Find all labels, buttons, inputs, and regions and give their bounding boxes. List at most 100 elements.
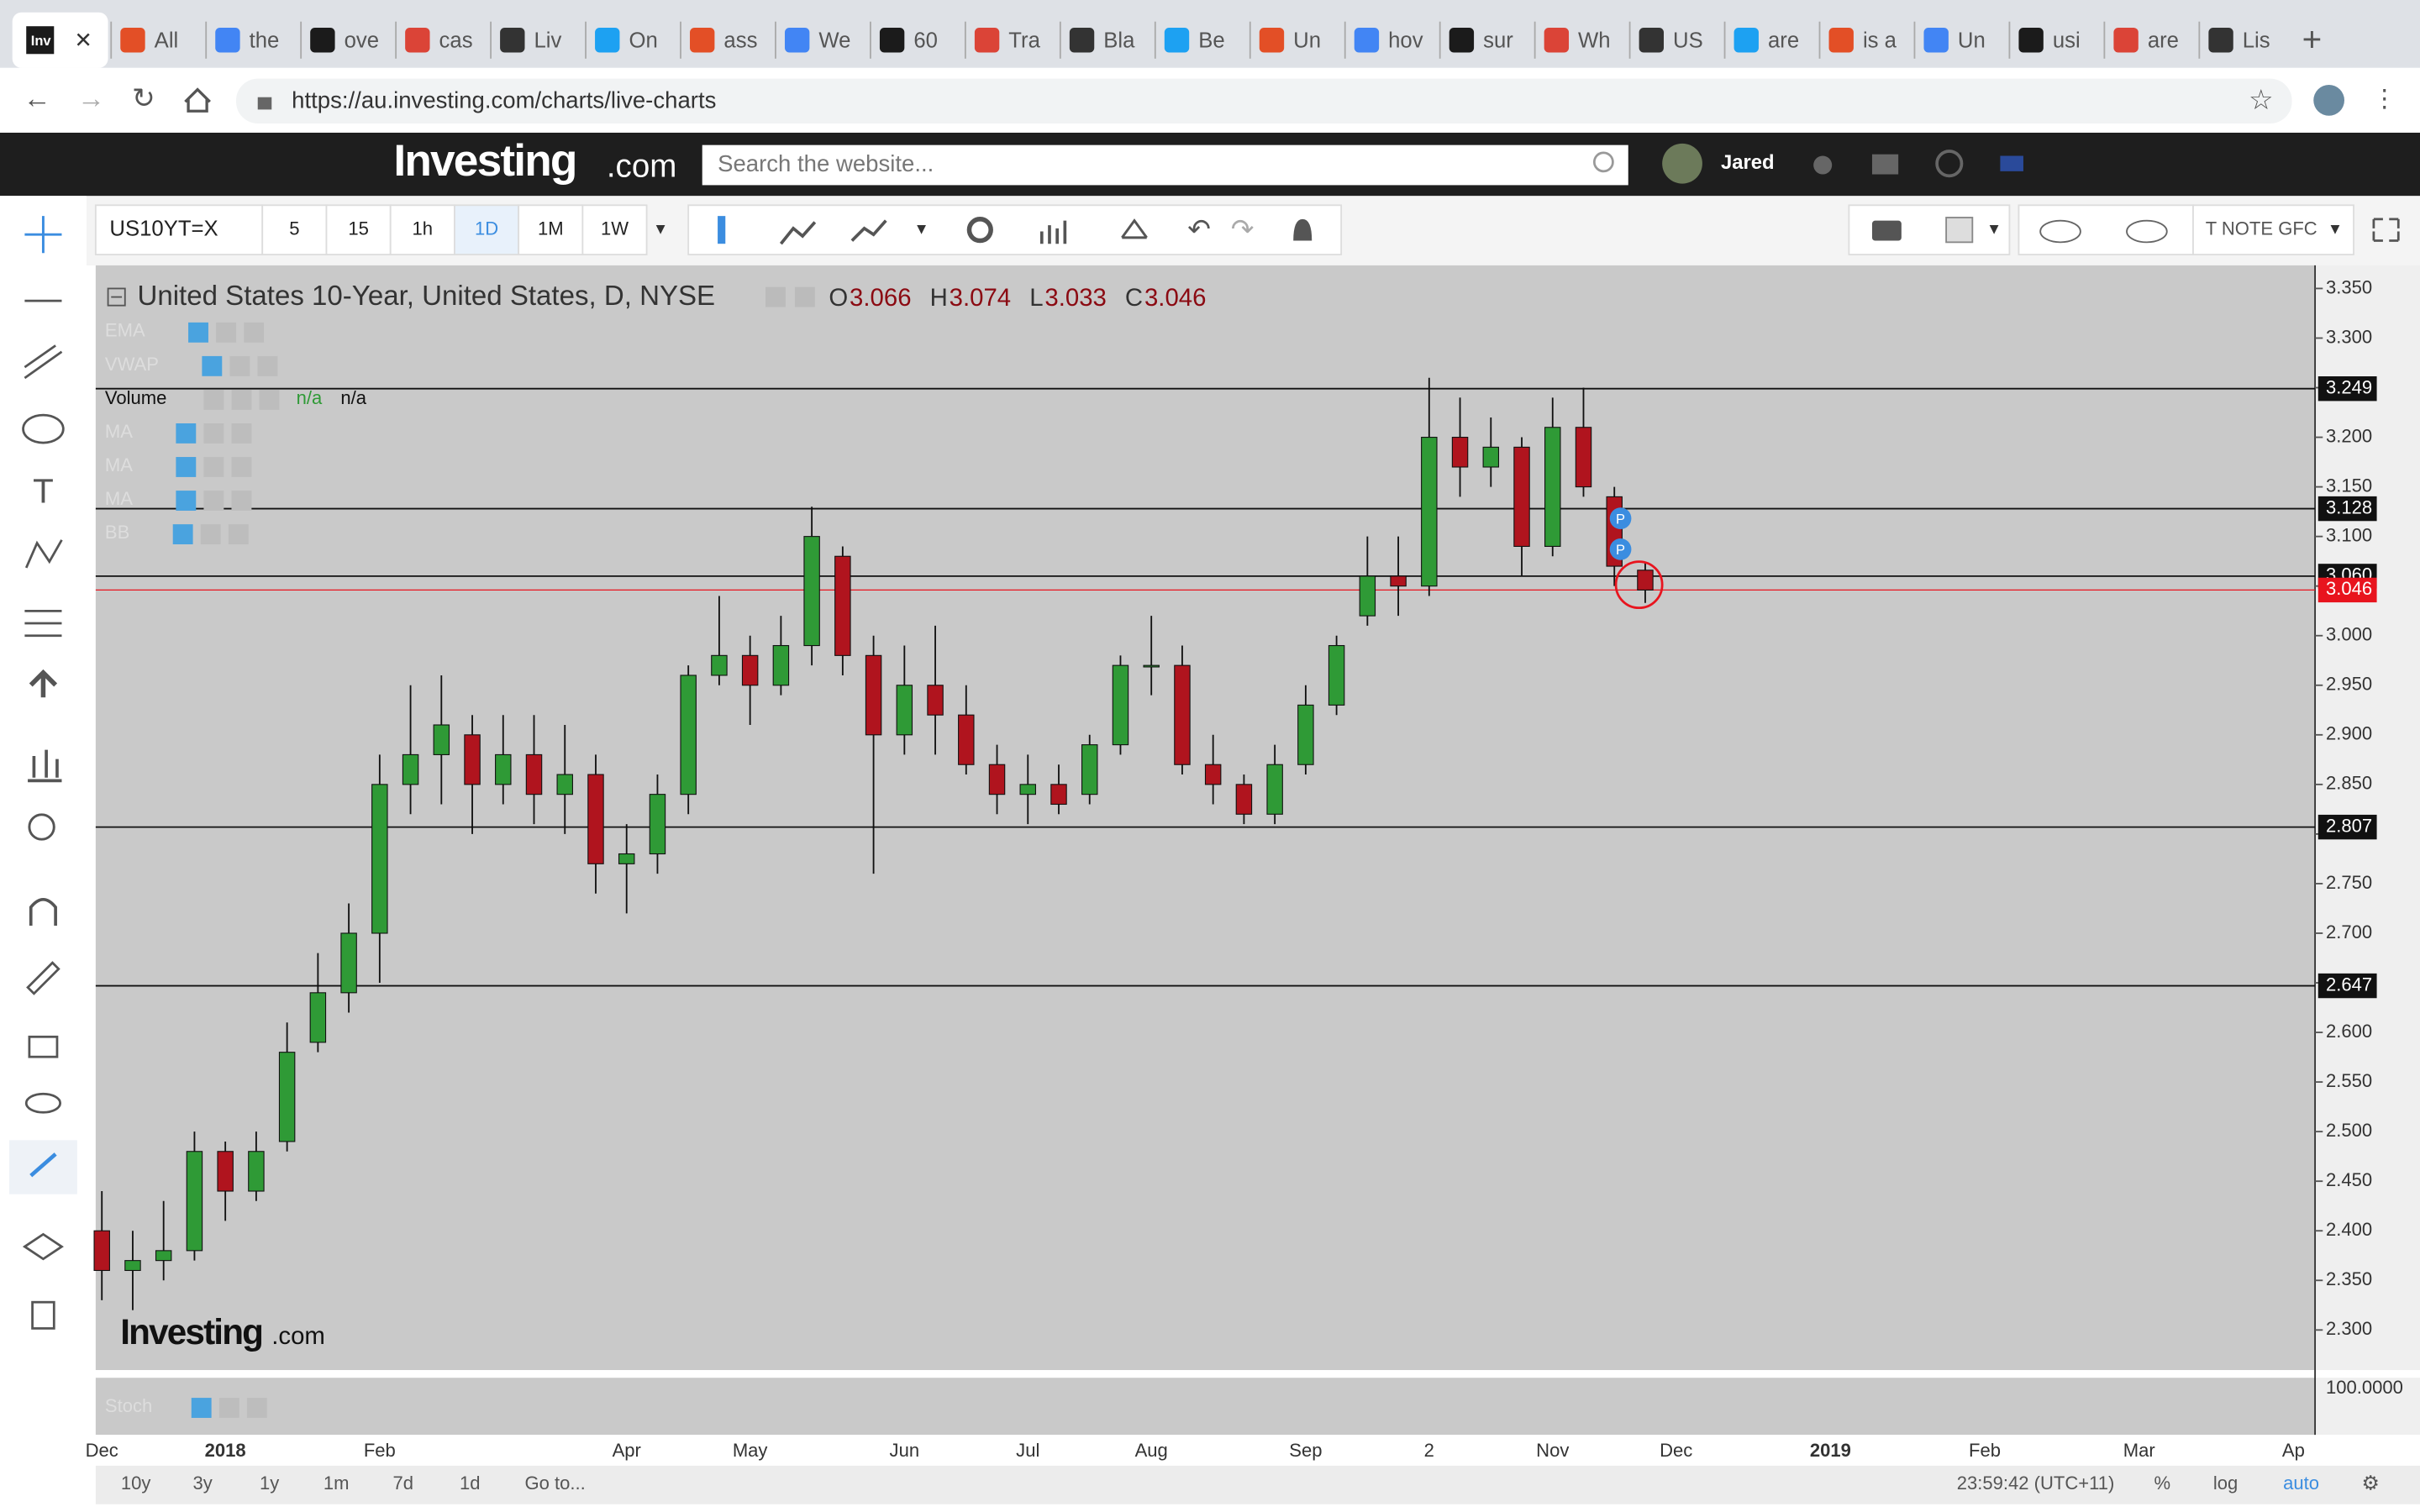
range-button[interactable]: 1d (460, 1473, 481, 1494)
indicator-remove[interactable] (231, 491, 252, 511)
tab-label[interactable]: ove (345, 29, 379, 52)
tab-label[interactable]: Wh (1578, 29, 1611, 52)
indicator-gear[interactable] (216, 322, 237, 343)
delete-tool[interactable] (31, 1300, 55, 1330)
scale-option[interactable]: % (2154, 1473, 2170, 1494)
reload[interactable]: ↻ (132, 83, 155, 114)
layers-tool[interactable] (22, 1232, 64, 1261)
bell[interactable] (1813, 155, 1833, 175)
indicator-remove[interactable] (259, 389, 280, 410)
indicator-gear[interactable] (229, 355, 250, 376)
tab-label[interactable]: US (1673, 29, 1703, 52)
bookmark[interactable]: ☆ (2249, 85, 2274, 116)
title-eye[interactable] (765, 286, 786, 307)
scale-option[interactable]: auto (2283, 1473, 2319, 1494)
visibility-tool[interactable] (24, 1092, 62, 1114)
indicator-eye[interactable] (176, 423, 197, 444)
text-tool[interactable]: T (33, 471, 54, 510)
tab-favicon[interactable] (690, 28, 715, 53)
tab-label[interactable]: On (629, 29, 657, 52)
range-button[interactable]: 1y (260, 1473, 279, 1494)
tab-label[interactable]: ass (723, 29, 757, 52)
back[interactable]: ← (24, 83, 51, 114)
new-tab[interactable]: + (2302, 19, 2323, 58)
crosshair-tool[interactable] (24, 216, 62, 254)
avatar[interactable] (1662, 143, 1702, 184)
interval-button[interactable] (261, 204, 328, 255)
undo[interactable]: ↶ (1187, 214, 1211, 245)
camera[interactable] (1871, 220, 1902, 241)
tab-favicon[interactable] (1544, 28, 1570, 53)
tab-label[interactable]: All (155, 29, 179, 52)
channel-tool[interactable] (24, 344, 63, 380)
tab-favicon[interactable] (2208, 28, 2233, 53)
forward[interactable]: → (77, 83, 105, 114)
tab-favicon[interactable] (879, 28, 905, 53)
search-icon[interactable] (1592, 151, 1614, 173)
tab-favicon[interactable] (1354, 28, 1380, 53)
tab-favicon[interactable] (215, 28, 240, 53)
indicator-remove[interactable] (231, 423, 252, 444)
indicator-eye[interactable] (188, 322, 208, 343)
tab-favicon[interactable] (2018, 28, 2044, 53)
range-button[interactable]: 10y (121, 1473, 151, 1494)
tab-label[interactable]: cas (439, 29, 473, 52)
contract-box[interactable] (2192, 204, 2354, 255)
flag[interactable] (2000, 155, 2023, 171)
tab-label[interactable]: Tra (1008, 29, 1040, 52)
indicator-eye[interactable] (191, 1398, 212, 1418)
tab-label[interactable]: are (2148, 29, 2179, 52)
tab-label[interactable]: Lis (2243, 29, 2270, 52)
layout[interactable] (1945, 217, 1974, 244)
tab-favicon[interactable] (405, 28, 430, 53)
indicator-gear[interactable] (200, 524, 221, 544)
indicator-eye[interactable] (172, 524, 193, 544)
tab-favicon[interactable] (1733, 28, 1759, 53)
tab-label[interactable]: are (1768, 29, 1799, 52)
indicator-eye[interactable] (203, 389, 224, 410)
clock[interactable] (1935, 150, 1964, 178)
tab-favicon[interactable] (500, 28, 525, 53)
search-box[interactable] (702, 144, 1628, 186)
pivot-marker[interactable] (1609, 507, 1632, 529)
profile[interactable] (2313, 85, 2344, 116)
lock-tool[interactable] (28, 1035, 59, 1058)
layout-dropdown[interactable]: ▼ (1986, 220, 2002, 238)
fullscreen[interactable] (2372, 218, 2400, 242)
tab-favicon[interactable] (595, 28, 620, 53)
zoom-tool[interactable] (28, 813, 55, 841)
candle-tool[interactable] (718, 216, 726, 244)
indicator-remove[interactable] (246, 1398, 267, 1418)
user-name[interactable]: Jared (1721, 151, 1775, 174)
title-gear[interactable] (794, 286, 815, 307)
tab-label[interactable]: usi (2053, 29, 2081, 52)
magnet-tool[interactable] (29, 898, 57, 927)
tab-label[interactable]: hov (1388, 29, 1423, 52)
tab-favicon[interactable] (310, 28, 335, 53)
tab-favicon[interactable] (1069, 28, 1095, 53)
indicator-remove[interactable] (228, 524, 249, 544)
indicator-eye[interactable] (202, 355, 223, 376)
tab-label[interactable]: Be (1198, 29, 1224, 52)
home[interactable] (184, 87, 211, 113)
tab-label[interactable]: We (818, 29, 850, 52)
interval-button[interactable] (454, 204, 520, 255)
link-tool[interactable] (29, 1152, 57, 1178)
portfolio[interactable] (1871, 154, 1899, 175)
range-button[interactable]: 1m (324, 1473, 350, 1494)
pivot-marker[interactable] (1609, 538, 1632, 560)
indicator-gear[interactable] (218, 1398, 239, 1418)
tab-close[interactable]: ✕ (74, 29, 92, 52)
tab-favicon[interactable] (1164, 28, 1190, 53)
range-button[interactable]: 7d (392, 1473, 413, 1494)
indicators[interactable] (1039, 220, 1067, 244)
redo[interactable]: ↷ (1231, 214, 1255, 245)
tab-label[interactable]: Liv (534, 29, 562, 52)
collapse-box[interactable] (107, 287, 126, 307)
tab-label[interactable]: 60 (913, 29, 938, 52)
contract-dropdown[interactable]: ▼ (2328, 220, 2343, 238)
logo[interactable]: Investing (393, 136, 577, 186)
tab-label[interactable]: Un (1293, 29, 1321, 52)
tab-favicon[interactable] (2113, 28, 2139, 53)
alert[interactable] (1293, 218, 1313, 241)
